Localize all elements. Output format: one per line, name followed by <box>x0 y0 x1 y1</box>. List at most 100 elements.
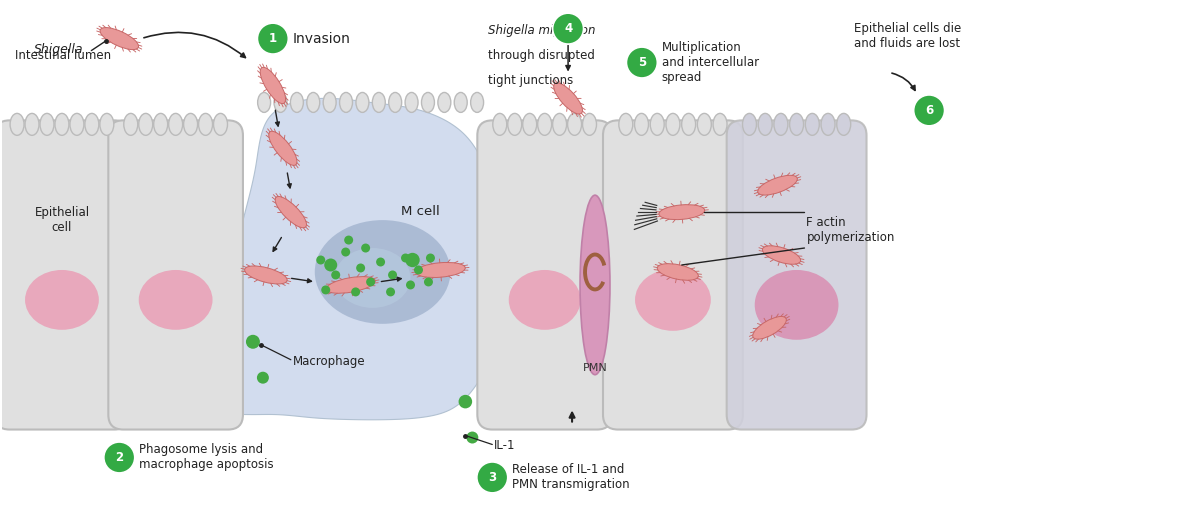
Ellipse shape <box>124 113 138 135</box>
Ellipse shape <box>154 113 168 135</box>
Text: Release of IL-1 and
PMN transmigration: Release of IL-1 and PMN transmigration <box>512 463 630 491</box>
Ellipse shape <box>25 113 40 135</box>
Ellipse shape <box>509 270 581 330</box>
Ellipse shape <box>10 113 24 135</box>
Circle shape <box>406 280 415 290</box>
Ellipse shape <box>762 246 800 264</box>
Text: 4: 4 <box>564 22 572 35</box>
Circle shape <box>553 13 583 44</box>
Text: 3: 3 <box>488 471 497 484</box>
Ellipse shape <box>307 93 319 112</box>
Ellipse shape <box>415 263 466 278</box>
Text: F actin
polymerization: F actin polymerization <box>806 216 895 244</box>
Ellipse shape <box>25 270 98 330</box>
Circle shape <box>388 270 397 279</box>
Circle shape <box>341 248 350 256</box>
Circle shape <box>476 462 508 493</box>
Ellipse shape <box>553 113 566 135</box>
Text: M cell: M cell <box>401 205 440 218</box>
Text: Intestinal lumen: Intestinal lumen <box>14 48 110 61</box>
Ellipse shape <box>659 205 704 219</box>
Ellipse shape <box>774 113 788 135</box>
Ellipse shape <box>214 113 228 135</box>
FancyBboxPatch shape <box>478 120 612 430</box>
Text: through disrupted: through disrupted <box>488 49 595 62</box>
Text: Shigella migration: Shigella migration <box>488 24 595 37</box>
Text: IL-1: IL-1 <box>494 439 516 452</box>
Circle shape <box>257 372 269 384</box>
Ellipse shape <box>139 113 152 135</box>
Text: Invasion: Invasion <box>293 32 350 46</box>
Ellipse shape <box>340 93 353 112</box>
Ellipse shape <box>372 93 385 112</box>
Ellipse shape <box>508 113 522 135</box>
Ellipse shape <box>619 113 632 135</box>
Ellipse shape <box>335 248 410 308</box>
Ellipse shape <box>470 93 484 112</box>
Text: Epithelial
cell: Epithelial cell <box>35 206 90 234</box>
Circle shape <box>414 266 422 275</box>
Ellipse shape <box>85 113 98 135</box>
Ellipse shape <box>635 269 710 331</box>
Circle shape <box>467 432 479 444</box>
Text: 6: 6 <box>925 104 934 117</box>
Ellipse shape <box>184 113 198 135</box>
Circle shape <box>424 278 433 287</box>
Ellipse shape <box>752 317 786 339</box>
Circle shape <box>426 254 434 263</box>
Ellipse shape <box>650 113 665 135</box>
Ellipse shape <box>790 113 804 135</box>
Circle shape <box>356 264 365 272</box>
Text: Phagosome lysis and
macrophage apoptosis: Phagosome lysis and macrophage apoptosis <box>139 444 274 472</box>
Ellipse shape <box>493 113 506 135</box>
Circle shape <box>322 285 330 294</box>
Ellipse shape <box>538 113 552 135</box>
Text: Macrophage: Macrophage <box>293 355 366 368</box>
Ellipse shape <box>666 113 680 135</box>
Ellipse shape <box>438 93 451 112</box>
Circle shape <box>344 236 353 244</box>
Ellipse shape <box>697 113 712 135</box>
Circle shape <box>104 442 134 473</box>
Circle shape <box>258 23 288 54</box>
Ellipse shape <box>743 113 756 135</box>
Ellipse shape <box>356 93 368 112</box>
Circle shape <box>376 257 385 266</box>
Ellipse shape <box>758 113 772 135</box>
Ellipse shape <box>713 113 727 135</box>
Ellipse shape <box>553 83 582 114</box>
Ellipse shape <box>260 67 286 103</box>
Ellipse shape <box>406 93 418 112</box>
Text: Multiplication
and intercellular
spread: Multiplication and intercellular spread <box>662 41 758 84</box>
Ellipse shape <box>314 220 450 324</box>
Ellipse shape <box>169 113 182 135</box>
Circle shape <box>406 253 420 267</box>
Ellipse shape <box>805 113 820 135</box>
Text: 2: 2 <box>115 451 124 464</box>
Ellipse shape <box>635 113 648 135</box>
Circle shape <box>401 254 410 263</box>
Ellipse shape <box>580 195 610 375</box>
Circle shape <box>366 278 376 287</box>
Circle shape <box>458 395 472 408</box>
Ellipse shape <box>568 113 582 135</box>
Text: Epithelial cells die
and fluids are lost: Epithelial cells die and fluids are lost <box>854 22 961 49</box>
Text: Shigella: Shigella <box>34 43 83 56</box>
Ellipse shape <box>821 113 835 135</box>
Ellipse shape <box>523 113 536 135</box>
Circle shape <box>324 258 337 271</box>
Ellipse shape <box>757 175 797 195</box>
Ellipse shape <box>274 93 287 112</box>
Ellipse shape <box>100 113 114 135</box>
Ellipse shape <box>389 93 402 112</box>
FancyBboxPatch shape <box>727 120 866 430</box>
FancyBboxPatch shape <box>108 120 242 430</box>
Ellipse shape <box>139 270 212 330</box>
Ellipse shape <box>682 113 696 135</box>
Circle shape <box>386 288 395 296</box>
Ellipse shape <box>323 93 336 112</box>
Text: 5: 5 <box>637 56 646 69</box>
Circle shape <box>361 243 370 253</box>
Ellipse shape <box>245 266 287 284</box>
Circle shape <box>626 47 658 78</box>
